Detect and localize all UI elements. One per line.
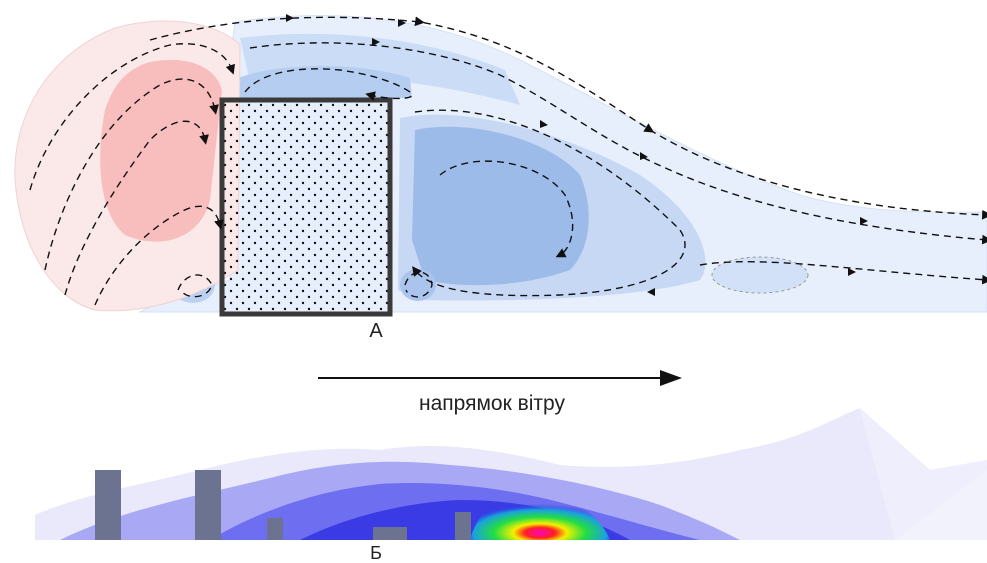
panel-a-label: А (369, 320, 383, 342)
streamline-lee-vortex (404, 271, 433, 298)
building (219, 97, 393, 317)
panel-b-label: Б (370, 543, 382, 563)
wind-direction-label: напрямок вітру (419, 392, 565, 415)
streamline-wake-outer (412, 109, 686, 297)
building-low-3 (455, 512, 471, 540)
cfd-far-triangle (895, 470, 987, 540)
arrowhead-icon (640, 152, 648, 160)
building-low-2 (373, 527, 407, 540)
arrowhead-icon (372, 38, 380, 46)
streamline-upwind-2 (44, 78, 219, 271)
arrowhead-icon (286, 14, 294, 22)
upwind-vortex-core (100, 59, 222, 242)
building-tall-1 (95, 470, 121, 540)
building-tall-2 (195, 470, 221, 540)
cfd-hotspot (470, 492, 610, 540)
building-low-1 (267, 518, 283, 540)
arrowhead-icon (398, 19, 406, 27)
streamline-roof (244, 68, 413, 101)
streamline-upwind-1 (29, 43, 236, 191)
panel-b-cfd-field (35, 408, 987, 540)
streamline-lower-exit (699, 261, 987, 285)
arrowhead-icon (860, 217, 868, 225)
wind-arrowhead-icon (660, 370, 682, 386)
streamline-upwind-4 (94, 205, 224, 306)
arrowhead-icon (647, 288, 655, 296)
streamline-wake-inner (439, 160, 574, 258)
roof-recirculation-zone (238, 66, 412, 98)
arrowhead-icon (540, 120, 548, 128)
secondary-wake-bubble (711, 256, 809, 294)
streamline-arrowheads (286, 14, 868, 296)
streamlines (29, 16, 987, 306)
panel-b-buildings (95, 470, 471, 540)
panel-a-flow-field (14, 14, 987, 317)
streamline-base-vortex (177, 274, 213, 298)
wind-direction-arrow (318, 370, 682, 386)
arrowhead-icon (848, 268, 856, 276)
streamline-upper (249, 42, 987, 245)
streamline-top (149, 16, 987, 220)
